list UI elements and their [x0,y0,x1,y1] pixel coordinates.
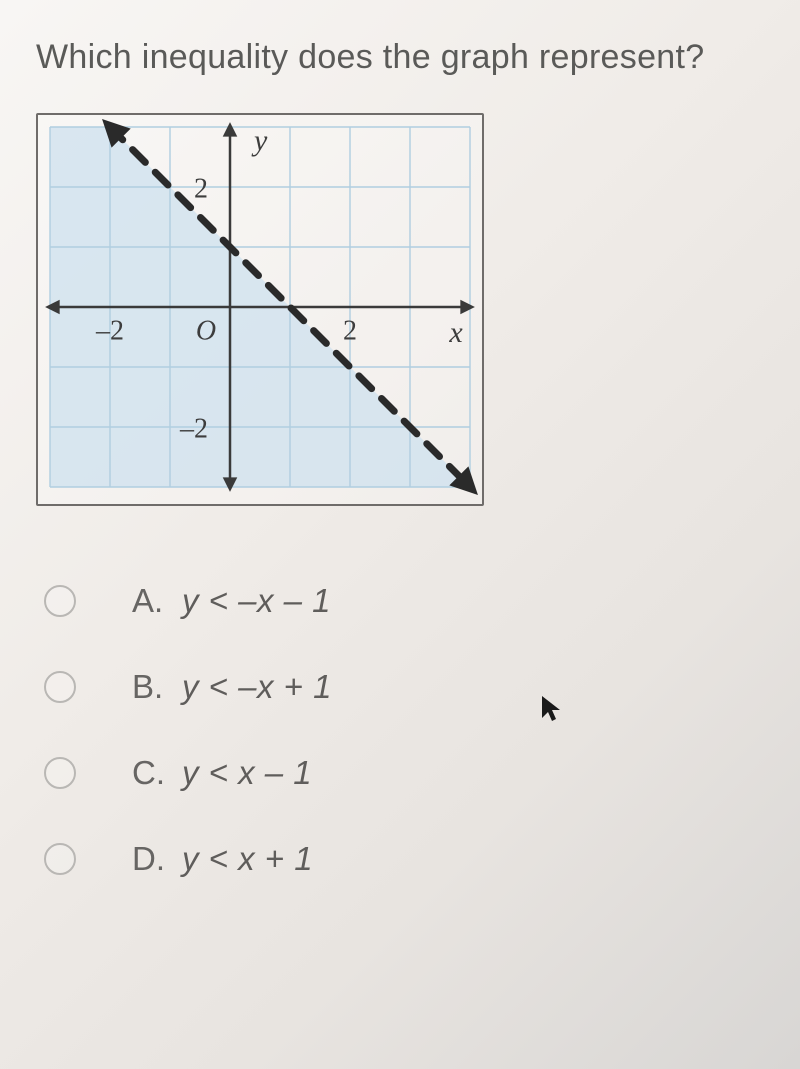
choice-c[interactable]: C. y < x – 1 [44,754,772,792]
answer-choices: A. y < –x – 1 B. y < –x + 1 C. y < x – 1… [44,582,772,878]
choice-text: y < –x – 1 [182,582,331,620]
choice-text: y < x – 1 [182,754,312,792]
svg-text:x: x [448,316,463,349]
choice-letter: A. [132,582,182,620]
choice-d[interactable]: D. y < x + 1 [44,840,772,878]
choice-letter: B. [132,668,182,706]
radio-icon[interactable] [44,585,76,617]
graph-container: y x O –2 2 –2 2 [36,113,484,506]
radio-icon[interactable] [44,843,76,875]
radio-icon[interactable] [44,757,76,789]
svg-text:2: 2 [194,173,208,204]
svg-text:y: y [251,124,268,157]
radio-icon[interactable] [44,671,76,703]
svg-text:–2: –2 [95,315,124,346]
choice-letter: C. [132,754,182,792]
choice-letter: D. [132,840,182,878]
choice-b[interactable]: B. y < –x + 1 [44,668,772,706]
svg-text:–2: –2 [179,413,208,444]
question-text: Which inequality does the graph represen… [36,38,772,77]
choice-a[interactable]: A. y < –x – 1 [44,582,772,620]
choice-text: y < –x + 1 [182,668,332,706]
graph-svg: y x O –2 2 –2 2 [38,115,482,499]
svg-text:O: O [196,315,216,346]
choice-text: y < x + 1 [182,840,313,878]
svg-text:2: 2 [343,315,357,346]
